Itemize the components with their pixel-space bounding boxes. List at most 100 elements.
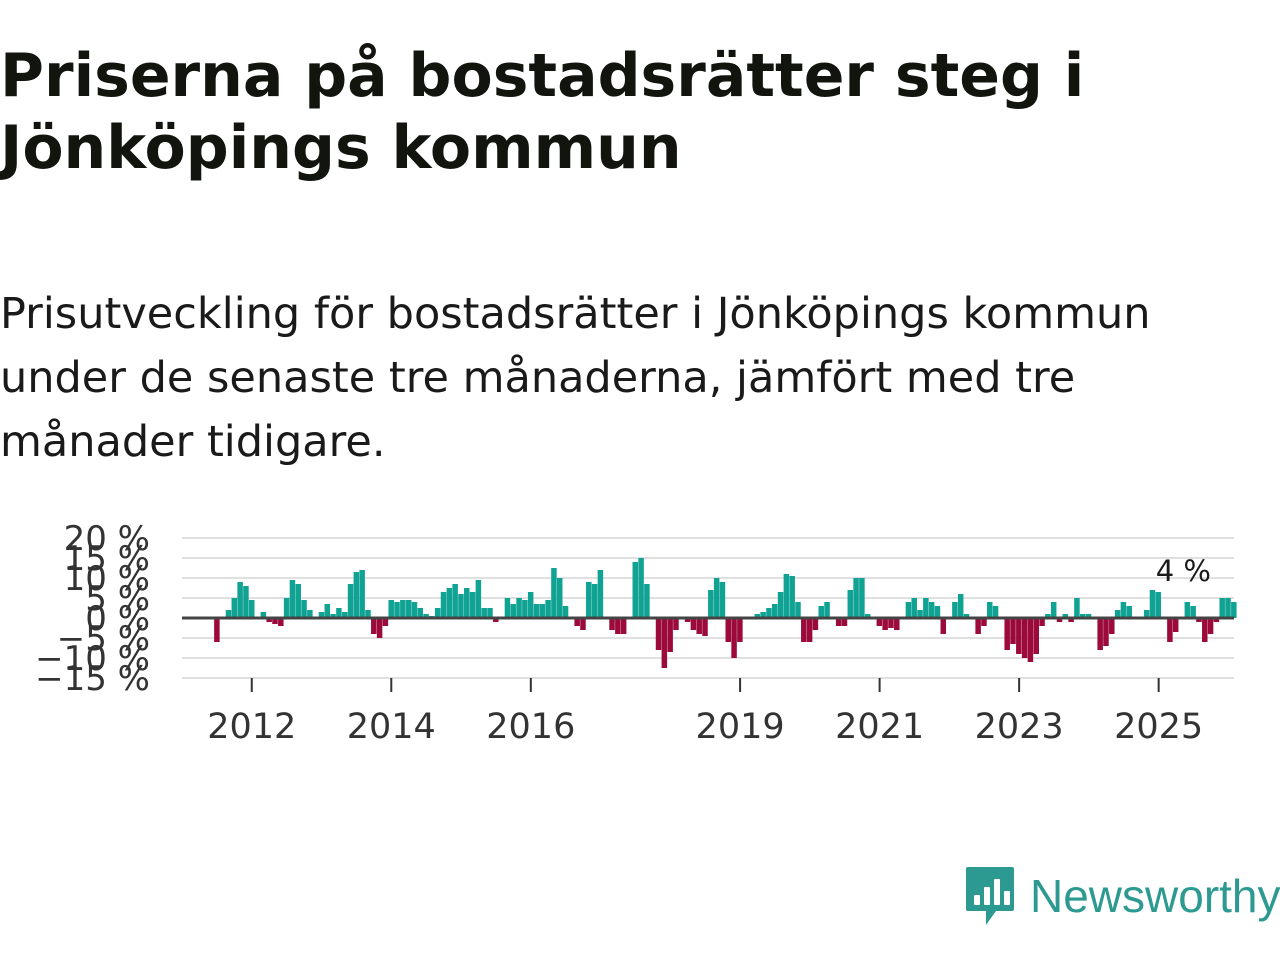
bar: [440, 592, 447, 618]
bar: [283, 598, 290, 618]
bar: [353, 572, 360, 618]
bar: [1079, 614, 1086, 618]
y-tick-label: 0 %: [85, 599, 150, 639]
bar: [1050, 602, 1057, 618]
x-tick-label: 2023: [975, 707, 1064, 747]
bar: [708, 590, 714, 618]
bar: [371, 618, 377, 634]
chart-subtitle: Prisutveckling för bostadsrätter i Jönkö…: [0, 289, 1151, 467]
bar: [504, 598, 511, 618]
bar: [847, 590, 854, 618]
bar: [359, 570, 365, 618]
bar: [638, 558, 644, 618]
bar: [737, 618, 743, 642]
y-axis-ticks: −15 %−10 %−5 %0 %5 %10 %15 %20 %: [35, 519, 150, 699]
bar: [1190, 606, 1196, 618]
bar: [667, 618, 673, 652]
bar: [725, 618, 732, 642]
bar: [347, 584, 354, 618]
bar: [888, 618, 894, 628]
bar: [1225, 598, 1231, 618]
bar: [1027, 618, 1034, 662]
bar: [423, 614, 429, 618]
bar: [975, 618, 981, 634]
bar: [1155, 592, 1162, 618]
bar: [278, 618, 284, 626]
x-axis-ticks: 2012 2014 2016 2019 2021 2023 2025: [207, 678, 1203, 747]
bar: [1126, 606, 1132, 618]
bar: [911, 598, 917, 618]
y-tick-label: 10 %: [64, 559, 150, 599]
bar: [928, 602, 935, 618]
bar: [272, 618, 278, 624]
bar: [1207, 618, 1214, 634]
bar: [487, 608, 493, 618]
bar: [266, 618, 272, 622]
bar: [731, 618, 737, 658]
bar: [1202, 618, 1208, 642]
bar: [905, 602, 912, 618]
bar: [1167, 618, 1173, 642]
bar: [394, 602, 400, 618]
bar: [859, 578, 865, 618]
bar: [260, 612, 267, 618]
bar: [591, 584, 598, 618]
bar: [1074, 598, 1080, 618]
bar: [853, 578, 859, 618]
bar: [1213, 618, 1220, 622]
x-tick-label: 2021: [835, 707, 924, 747]
bar: [940, 618, 947, 634]
bar: [341, 612, 348, 618]
bar: [580, 618, 586, 630]
bar: [620, 618, 627, 634]
bar: [458, 594, 464, 618]
bar: [1103, 618, 1109, 646]
bar: [783, 574, 790, 618]
bar: [795, 602, 801, 618]
bar: [818, 606, 824, 618]
newsworthy-wordmark: Newsworthy: [1030, 870, 1280, 922]
bar: [522, 600, 528, 618]
bar: [1184, 602, 1191, 618]
bar: [516, 598, 522, 618]
bar: [992, 606, 999, 618]
bar: [214, 618, 220, 642]
bar: [336, 608, 342, 618]
bar: [981, 618, 987, 626]
bar: [609, 618, 615, 630]
last-value-label: 4 %: [1156, 554, 1211, 588]
page-title: Priserna på bostadsrätter steg i Jönköpi…: [0, 41, 1085, 183]
bar: [417, 608, 424, 618]
bar: [1196, 618, 1202, 622]
bar: [533, 604, 540, 618]
bar: [894, 618, 900, 630]
bar: [661, 618, 668, 668]
bar: [987, 602, 993, 618]
bar: [539, 604, 546, 618]
bar: [249, 600, 255, 618]
bar: [237, 582, 243, 618]
bar: [597, 570, 604, 618]
bar: [632, 562, 639, 618]
bar: [1056, 618, 1063, 622]
bar: [307, 610, 313, 618]
bar: [318, 612, 325, 618]
bar: [1004, 618, 1010, 650]
bar: [655, 618, 662, 650]
x-tick-label: 2016: [486, 707, 575, 747]
bar: [957, 594, 964, 618]
bar: [243, 586, 249, 618]
bar: [1068, 618, 1074, 622]
bar: [1219, 598, 1225, 618]
bar: [388, 600, 394, 618]
newsworthy-logo: Newsworthy: [964, 864, 1280, 928]
bar: [760, 612, 766, 618]
bar: [1109, 618, 1115, 634]
bar: [551, 568, 557, 618]
y-tick-label: 5 %: [85, 579, 150, 619]
bar: [295, 584, 301, 618]
bar: [772, 604, 778, 618]
newsworthy-bar-chart-icon: [966, 867, 1014, 925]
bar: [719, 582, 726, 618]
